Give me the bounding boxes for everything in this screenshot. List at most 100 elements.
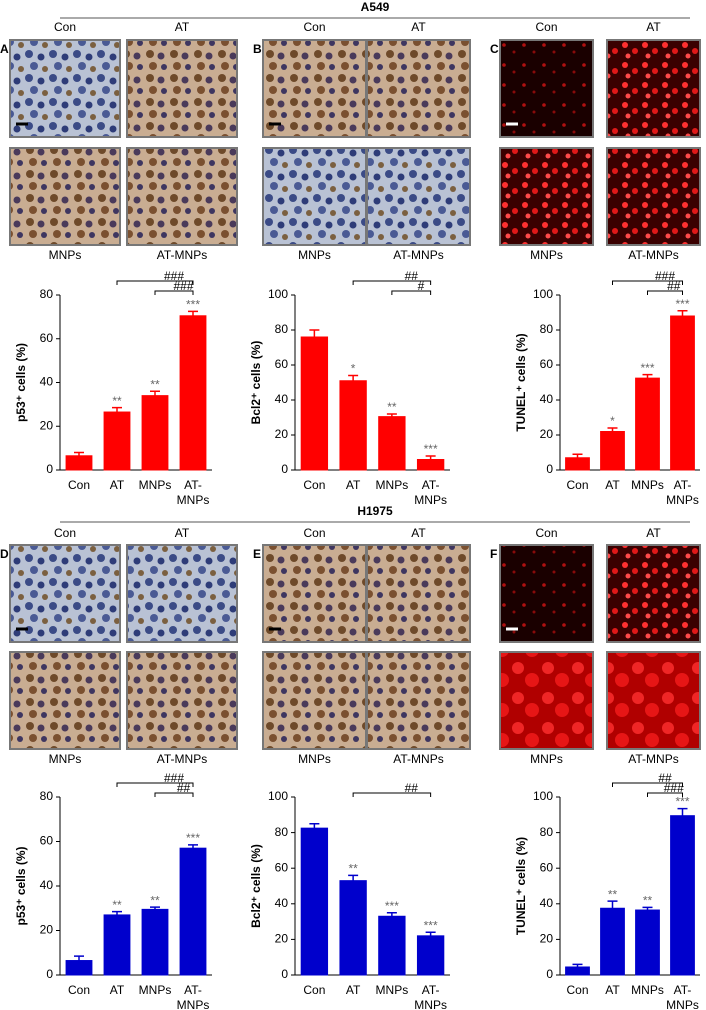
image-label: AT	[411, 526, 426, 540]
significance: ***	[424, 918, 438, 932]
image-label: AT-MNPs	[628, 752, 678, 766]
bar	[378, 416, 406, 471]
significance: **	[150, 893, 160, 907]
comparison-bracket	[647, 792, 683, 797]
micrograph	[366, 651, 471, 750]
bar	[565, 966, 590, 976]
error-bar	[348, 374, 359, 381]
y-tick-label: 20	[275, 427, 289, 441]
bar	[565, 457, 590, 471]
comparison-bracket	[352, 280, 432, 285]
comparison-bracket	[612, 782, 683, 787]
x-tick-label: AT-MNPs	[177, 478, 210, 507]
x-tick-label: MNPs	[376, 478, 409, 492]
image-label: AT	[175, 526, 190, 540]
significance: ***	[385, 899, 399, 913]
error-bar	[572, 963, 583, 967]
comparison-bracket	[647, 290, 683, 295]
significance: ***	[186, 831, 200, 845]
x-tick-label: AT	[605, 478, 620, 492]
section-title: H1975	[357, 504, 393, 518]
comparison-bracket	[116, 782, 194, 787]
y-tick-label: 40	[40, 375, 54, 389]
bar	[179, 315, 207, 471]
image-label: AT-MNPs	[157, 248, 207, 262]
bar	[179, 847, 207, 976]
micrograph	[606, 147, 701, 246]
y-tick-label: 80	[40, 287, 54, 301]
y-tick-label: 0	[546, 967, 553, 981]
x-tick-label: AT	[346, 478, 361, 492]
bar	[141, 908, 169, 976]
error-bar	[572, 453, 583, 458]
x-tick-label: Con	[303, 983, 325, 997]
micrograph	[9, 39, 121, 138]
y-axis-label: Bcl2⁺ cells (%)	[249, 341, 263, 425]
x-tick-label: AT	[346, 983, 361, 997]
image-label: MNPs	[530, 752, 563, 766]
y-tick-label: 20	[540, 932, 554, 946]
bar	[339, 880, 367, 976]
comparison-bracket	[116, 280, 194, 285]
image-label: MNPs	[49, 248, 82, 262]
bar	[65, 960, 93, 976]
comparison-label: ##	[405, 269, 419, 283]
y-tick-label: 100	[533, 287, 553, 301]
error-bar	[74, 451, 84, 456]
significance: **	[112, 898, 122, 912]
x-tick-label: AT	[605, 983, 620, 997]
bar	[339, 380, 367, 471]
significance: **	[348, 861, 358, 875]
x-tick-label: MNPs	[376, 983, 409, 997]
comparison-label: ##	[667, 279, 681, 293]
comparison-bracket	[612, 280, 683, 285]
error-bar	[188, 844, 198, 849]
significance: **	[112, 394, 122, 408]
bar	[378, 915, 406, 976]
x-tick-label: AT-MNPs	[414, 478, 447, 507]
image-label: Con	[54, 20, 76, 34]
image-label: AT-MNPs	[628, 248, 678, 262]
image-label: Con	[54, 526, 76, 540]
micrograph	[366, 39, 471, 138]
error-bar	[642, 906, 653, 911]
micrograph	[499, 39, 594, 138]
error-bar	[188, 310, 198, 316]
micrograph	[499, 651, 594, 750]
y-tick-label: 80	[540, 825, 554, 839]
micrograph	[499, 544, 594, 643]
y-tick-label: 60	[540, 357, 554, 371]
panel-letter: E	[253, 547, 261, 561]
bar	[103, 411, 131, 471]
bar	[300, 827, 329, 976]
error-bar	[348, 874, 359, 881]
comparison-label: ##	[658, 771, 672, 785]
y-tick-label: 20	[275, 932, 289, 946]
y-tick-label: 60	[40, 331, 54, 345]
comparison-bracket	[154, 792, 194, 797]
error-bar	[74, 955, 84, 961]
micrograph	[366, 147, 471, 246]
micrograph	[262, 651, 367, 750]
y-axis-label: p53⁺ cells (%)	[14, 846, 28, 925]
error-bar	[677, 807, 688, 816]
error-bar	[309, 329, 320, 337]
panel-letter: D	[0, 547, 9, 561]
micrograph	[126, 544, 238, 643]
significance: *	[610, 414, 615, 428]
comparison-label: ###	[164, 771, 184, 785]
y-tick-label: 40	[540, 896, 554, 910]
y-tick-label: 0	[546, 462, 553, 476]
significance: ***	[640, 361, 654, 375]
significance: **	[387, 400, 397, 414]
bar	[416, 459, 445, 471]
x-tick-label: MNPs	[631, 478, 664, 492]
bar	[635, 377, 660, 471]
comparison-label: ##	[405, 781, 419, 795]
x-tick-label: Con	[566, 983, 588, 997]
y-tick-label: 100	[533, 789, 553, 803]
bar	[416, 935, 445, 976]
micrograph	[606, 544, 701, 643]
x-tick-label: AT-MNPs	[177, 983, 210, 1010]
